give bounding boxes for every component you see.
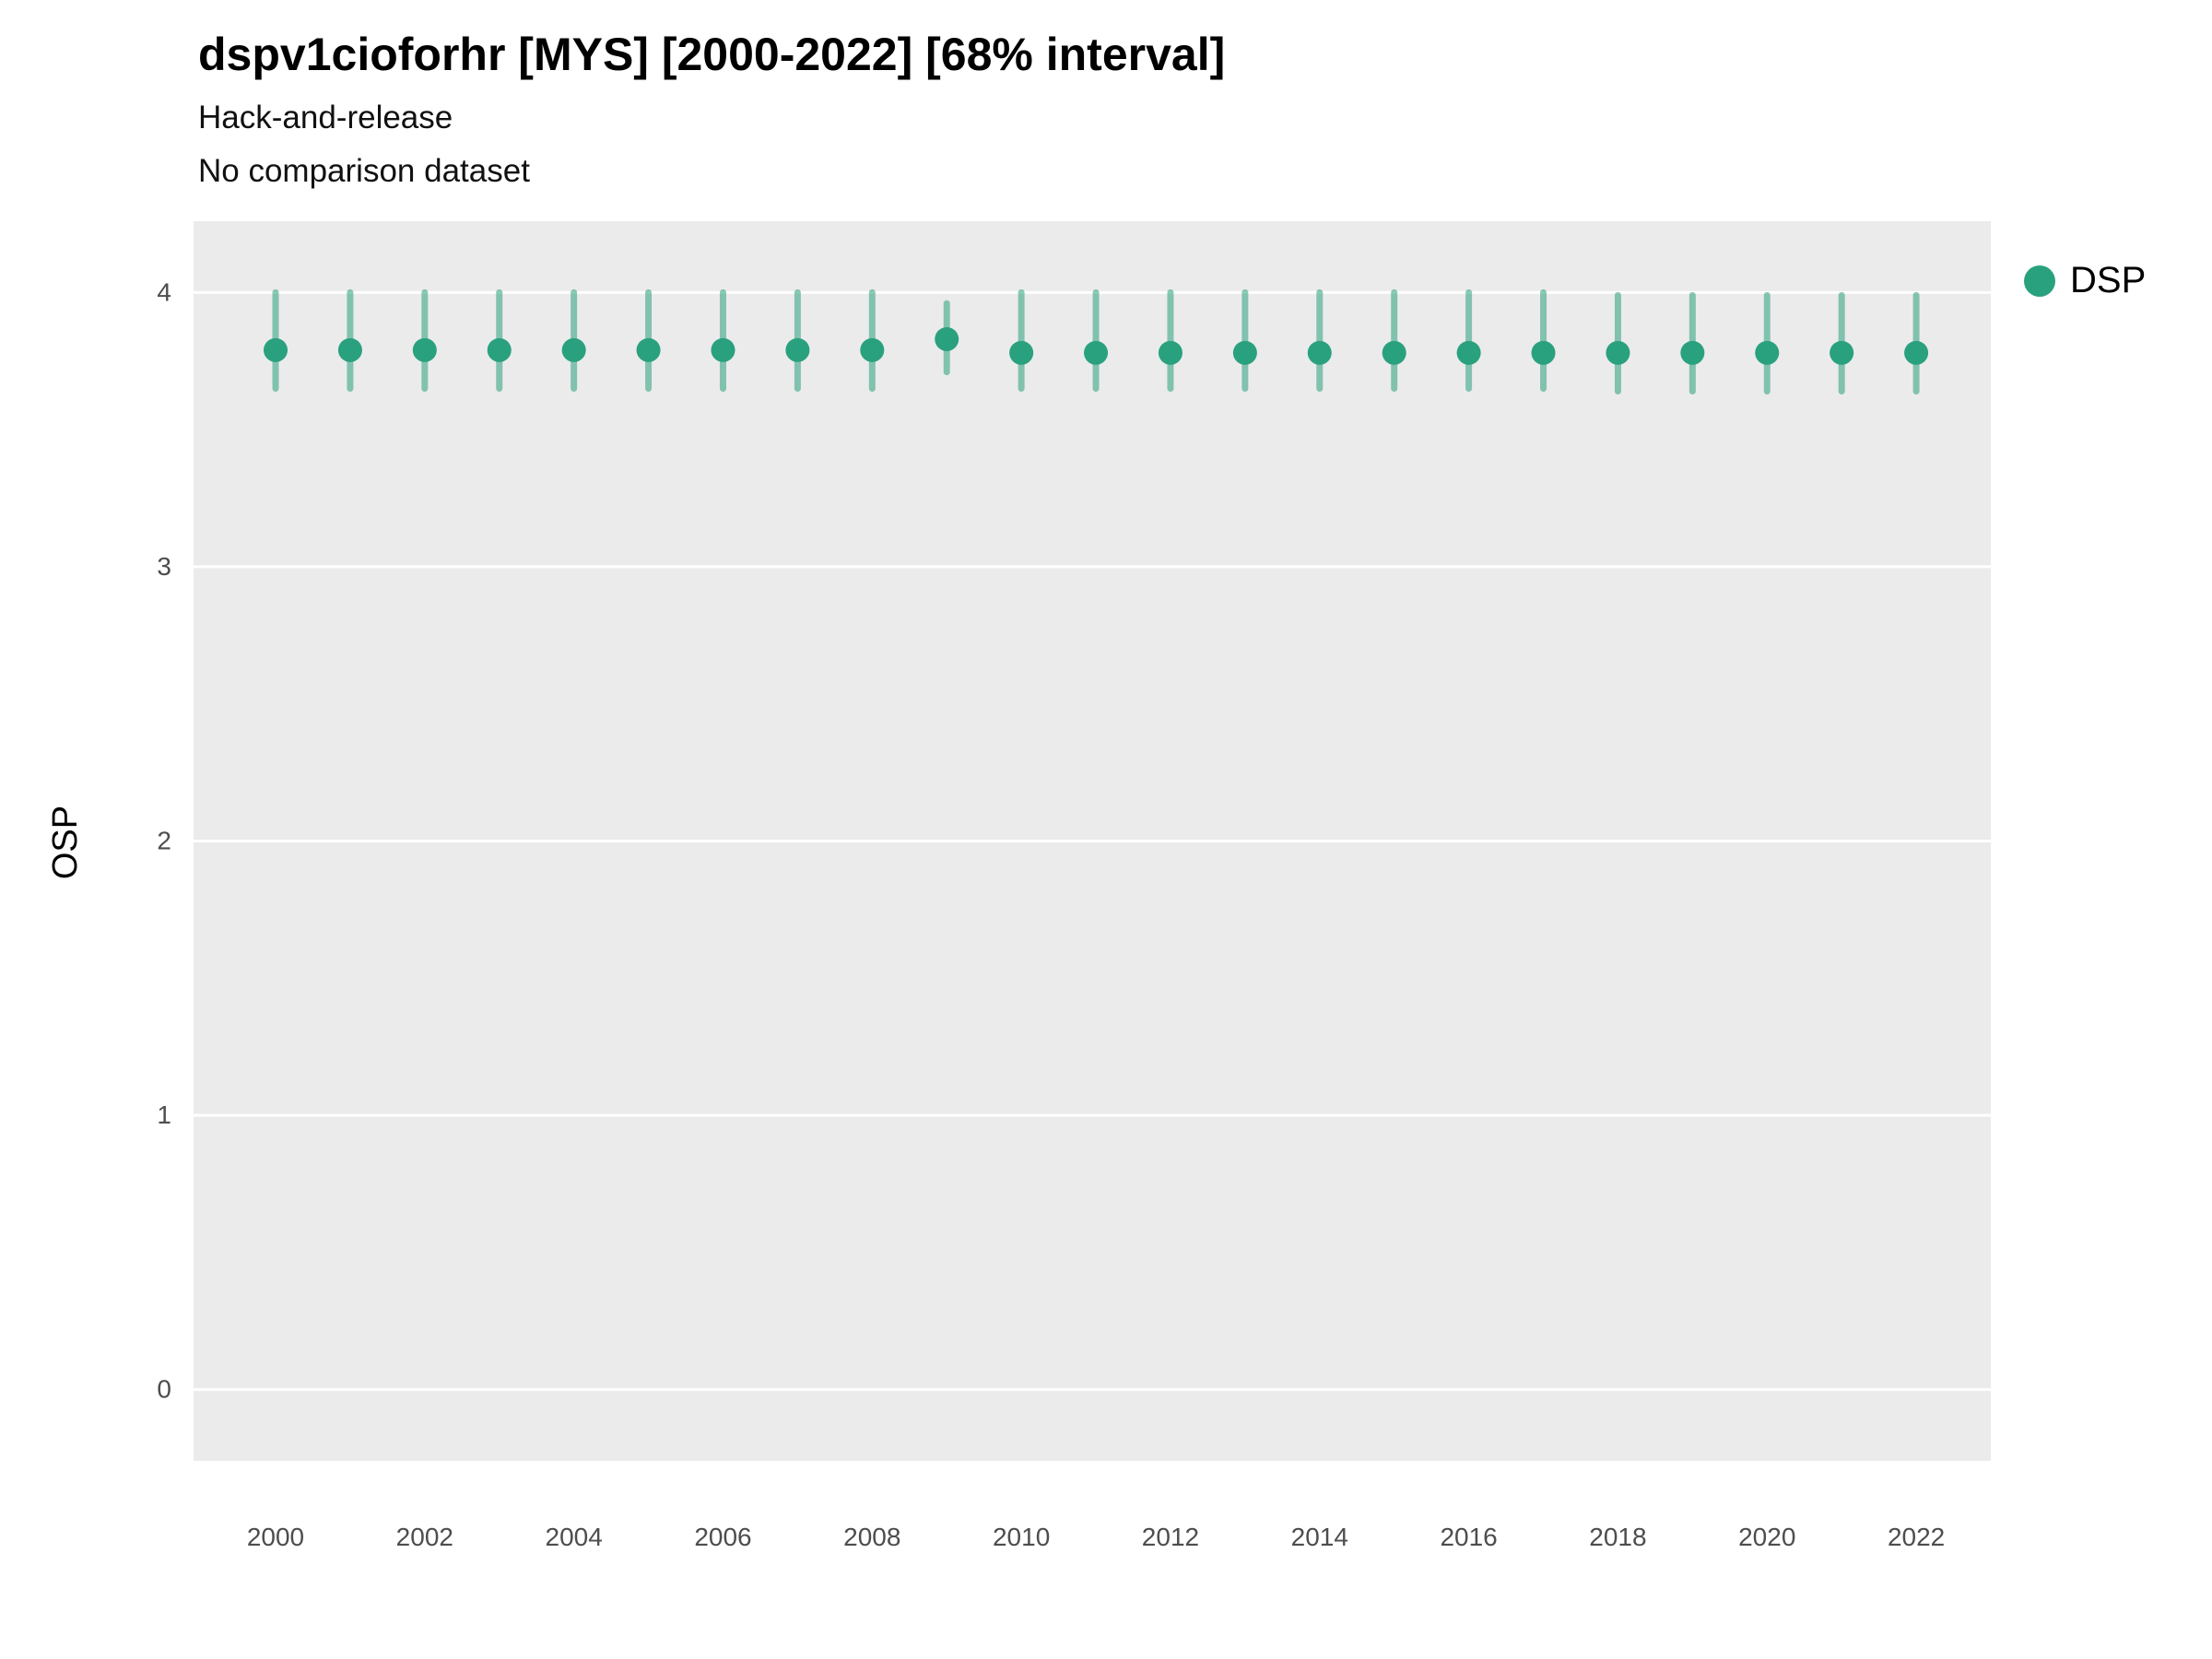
x-tick-label: 2016 bbox=[1440, 1523, 1497, 1551]
data-point bbox=[1680, 340, 1705, 365]
x-tick-label: 2010 bbox=[993, 1523, 1050, 1551]
y-tick-label: 3 bbox=[157, 552, 171, 581]
data-point bbox=[711, 337, 735, 362]
x-tick-label: 2012 bbox=[1142, 1523, 1199, 1551]
data-point bbox=[636, 337, 661, 362]
data-point bbox=[487, 337, 512, 362]
data-point bbox=[1084, 340, 1109, 365]
x-tick-label: 2002 bbox=[396, 1523, 453, 1551]
x-tick-label: 2008 bbox=[843, 1523, 900, 1551]
x-tick-label: 2014 bbox=[1291, 1523, 1348, 1551]
chart-subtitle-2: No comparison dataset bbox=[198, 153, 530, 189]
x-tick-label: 2006 bbox=[694, 1523, 751, 1551]
chart-subtitle-1: Hack-and-release bbox=[198, 100, 453, 135]
data-point bbox=[561, 337, 586, 362]
legend: DSP bbox=[2024, 260, 2146, 301]
legend-dot-icon bbox=[2024, 265, 2055, 297]
x-tick-label: 2018 bbox=[1589, 1523, 1646, 1551]
data-point bbox=[1904, 340, 1929, 365]
data-point bbox=[935, 326, 959, 351]
data-point bbox=[1009, 340, 1034, 365]
data-point bbox=[860, 337, 885, 362]
x-tick-label: 2020 bbox=[1738, 1523, 1795, 1551]
data-point bbox=[1606, 340, 1630, 365]
data-point bbox=[412, 337, 437, 362]
data-point bbox=[337, 337, 362, 362]
data-point bbox=[1456, 340, 1481, 365]
data-point bbox=[1755, 340, 1780, 365]
y-tick-label: 1 bbox=[157, 1100, 171, 1129]
data-point bbox=[1830, 340, 1854, 365]
chart-title: dspv1cioforhr [MYS] [2000-2022] [68% int… bbox=[198, 29, 1226, 80]
data-point bbox=[1232, 340, 1257, 365]
data-point bbox=[1158, 340, 1182, 365]
data-point bbox=[1382, 340, 1406, 365]
y-axis-label: OSP bbox=[46, 805, 85, 880]
data-point bbox=[264, 337, 288, 362]
data-point bbox=[1307, 340, 1332, 365]
x-tick-label: 2022 bbox=[1888, 1523, 1945, 1551]
data-point bbox=[785, 337, 810, 362]
y-tick-label: 4 bbox=[157, 277, 171, 306]
data-point bbox=[1531, 340, 1556, 365]
y-tick-label: 2 bbox=[157, 827, 171, 855]
y-tick-label: 0 bbox=[157, 1375, 171, 1404]
x-tick-label: 2000 bbox=[247, 1523, 304, 1551]
x-tick-label: 2004 bbox=[546, 1523, 603, 1551]
legend-label: DSP bbox=[2070, 260, 2147, 300]
